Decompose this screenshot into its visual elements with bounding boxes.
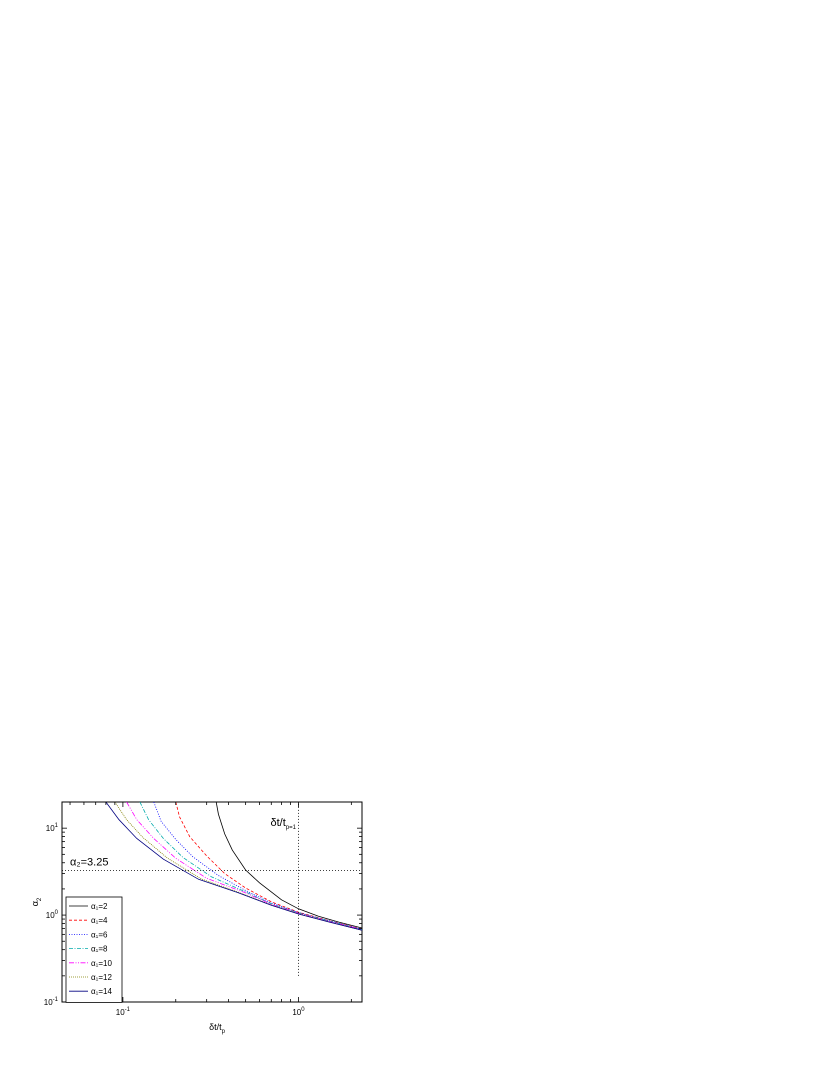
- plot-area-frame: [61, 801, 363, 1003]
- legend-label-alpha1-6: α₁=6: [91, 930, 108, 939]
- legend-label-alpha1-8: α₁=8: [91, 945, 108, 954]
- legend-label-alpha1-12: α₁=12: [91, 973, 112, 982]
- legend: α₁=2 α₁=4 α₁=6 α₁=8 α₁=10 α₁=12 α₁=14: [65, 896, 123, 1003]
- y-axis-label: α2: [30, 897, 43, 906]
- series-line-alpha1-12: [114, 802, 362, 931]
- x-axis-label: δt/tp: [209, 1022, 226, 1035]
- x-tick-label: 100: [292, 1007, 305, 1017]
- x-tick-label: 10-1: [116, 1007, 131, 1017]
- y-tick-label: 101: [46, 823, 59, 833]
- legend-label-alpha1-10: α₁=10: [91, 959, 112, 968]
- series-line-alpha1-6: [153, 802, 362, 930]
- series-curves: [105, 802, 362, 931]
- vline-annotation: δt/tp=1: [270, 817, 296, 831]
- reference-lines: [62, 802, 362, 976]
- y-tick-label: 10-1: [44, 997, 59, 1007]
- series-line-alpha1-14: [105, 802, 362, 931]
- x-axis-ticks: 10-1 100: [69, 802, 352, 1017]
- legend-label-alpha1-14: α₁=14: [91, 987, 112, 996]
- series-line-alpha1-8: [139, 802, 362, 930]
- legend-label-alpha1-4: α₁=4: [91, 916, 108, 925]
- series-line-alpha1-2: [215, 802, 362, 929]
- legend-box: [65, 896, 123, 1003]
- series-line-alpha1-10: [126, 802, 362, 930]
- legend-label-alpha1-2: α₁=2: [91, 902, 108, 911]
- y-tick-label: 100: [46, 910, 59, 920]
- y-axis-ticks: 10-1 100 101: [44, 801, 362, 1007]
- series-line-alpha1-4: [175, 802, 362, 930]
- hline-annotation: α₂=3.25: [70, 857, 108, 869]
